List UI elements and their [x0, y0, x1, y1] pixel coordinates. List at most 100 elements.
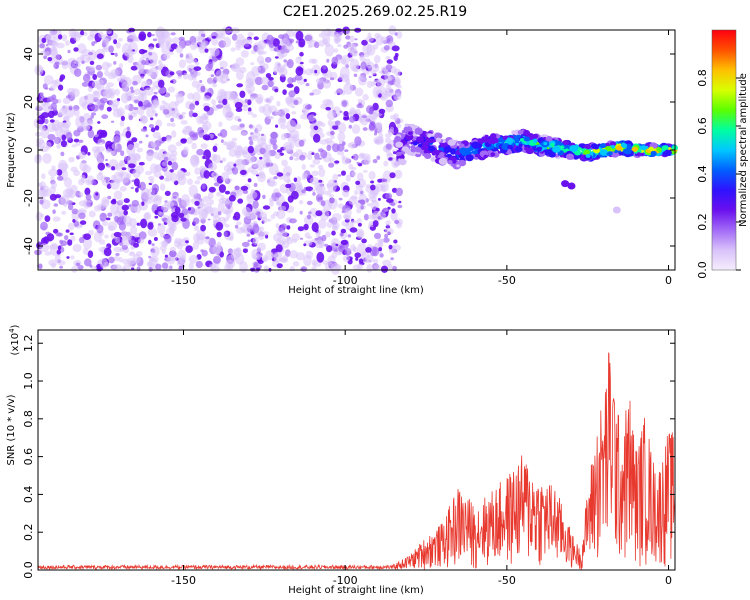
noise-speckle [94, 205, 101, 212]
noise-speckle [373, 264, 381, 270]
noise-speckle [144, 211, 152, 221]
noise-speckle [78, 139, 84, 143]
signal-speckle [523, 136, 530, 142]
noise-field [33, 25, 404, 275]
noise-speckle [236, 83, 244, 88]
noise-speckle [92, 74, 98, 80]
noise-speckle [251, 169, 259, 176]
noise-speckle [380, 36, 388, 44]
noise-speckle [249, 139, 254, 146]
noise-speckle [266, 34, 274, 45]
noise-speckle [291, 105, 296, 109]
noise-speckle [180, 138, 187, 144]
noise-speckle [368, 121, 376, 130]
noise-speckle [113, 190, 123, 200]
noise-speckle [67, 239, 73, 246]
noise-speckle [307, 114, 316, 122]
noise-speckle [200, 249, 204, 253]
noise-speckle [209, 263, 217, 269]
noise-speckle [385, 192, 393, 200]
noise-speckle [57, 260, 66, 266]
isolated-blob [561, 180, 570, 188]
noise-speckle [263, 63, 269, 70]
snr-y-ticks: 0.0 0.2 0.4 0.6 0.8 1.0 1.2 [22, 334, 675, 579]
noise-speckle [229, 90, 236, 96]
noise-speckle [374, 54, 381, 64]
y-tick-label: -20 [22, 189, 35, 207]
noise-speckle [345, 174, 351, 182]
noise-speckle [327, 111, 336, 121]
noise-speckle [197, 127, 204, 135]
noise-speckle [264, 56, 272, 63]
noise-speckle [366, 80, 373, 88]
signal-speckle [610, 145, 616, 149]
noise-speckle [133, 99, 140, 104]
noise-speckle [39, 181, 46, 190]
noise-speckle [380, 265, 389, 273]
noise-speckle [138, 140, 143, 144]
noise-speckle [283, 165, 292, 177]
noise-speckle [107, 212, 113, 217]
noise-speckle [384, 91, 392, 98]
noise-speckle [260, 76, 270, 85]
noise-speckle [326, 58, 330, 63]
noise-speckle [68, 28, 77, 39]
noise-speckle [175, 141, 183, 147]
noise-speckle [276, 100, 281, 107]
noise-speckle [58, 84, 64, 91]
noise-speckle [262, 103, 272, 117]
noise-speckle [356, 161, 360, 165]
noise-speckle [148, 124, 154, 128]
noise-speckle [99, 257, 108, 269]
colorbar-tick-label: 0.8 [696, 69, 709, 87]
colorbar-tick-label: 0.4 [696, 165, 709, 183]
noise-speckle [104, 234, 109, 239]
noise-speckle [47, 96, 55, 101]
noise-speckle [326, 144, 332, 151]
noise-speckle [224, 209, 229, 215]
noise-speckle [385, 143, 392, 150]
signal-speckle [456, 160, 463, 166]
noise-speckle [74, 68, 82, 77]
noise-speckle [327, 179, 337, 193]
noise-speckle [169, 71, 175, 76]
noise-speckle [187, 92, 195, 100]
noise-speckle [278, 66, 288, 77]
noise-speckle [151, 243, 155, 247]
noise-speckle [185, 240, 189, 244]
noise-speckle [212, 83, 218, 88]
noise-speckle [87, 119, 93, 124]
noise-speckle [128, 252, 136, 257]
noise-speckle [281, 159, 288, 167]
noise-speckle [202, 196, 211, 203]
noise-speckle [391, 45, 400, 52]
noise-speckle [170, 122, 176, 127]
noise-speckle [73, 169, 80, 177]
noise-speckle [261, 84, 269, 91]
noise-speckle [309, 177, 320, 185]
noise-speckle [153, 237, 158, 241]
noise-speckle [352, 153, 359, 161]
noise-speckle [105, 217, 111, 221]
noise-speckle [182, 72, 189, 80]
noise-speckle [370, 180, 375, 184]
noise-speckle [273, 211, 280, 217]
noise-speckle [351, 171, 357, 176]
noise-speckle [138, 64, 145, 73]
noise-speckle [237, 118, 242, 122]
noise-speckle [134, 237, 139, 243]
noise-speckle [306, 200, 313, 206]
noise-speckle [305, 83, 310, 87]
noise-speckle [236, 158, 246, 171]
noise-speckle [43, 75, 54, 85]
noise-speckle [241, 131, 247, 137]
noise-speckle [85, 179, 94, 186]
noise-speckle [148, 51, 153, 56]
noise-speckle [223, 231, 228, 237]
x-tick-label: -150 [171, 574, 196, 587]
noise-speckle [92, 90, 101, 100]
colorbar-label: Normalized spectral amplitude [738, 73, 749, 227]
noise-speckle [183, 171, 191, 177]
signal-speckle [412, 141, 418, 146]
signal-speckle [583, 145, 588, 149]
